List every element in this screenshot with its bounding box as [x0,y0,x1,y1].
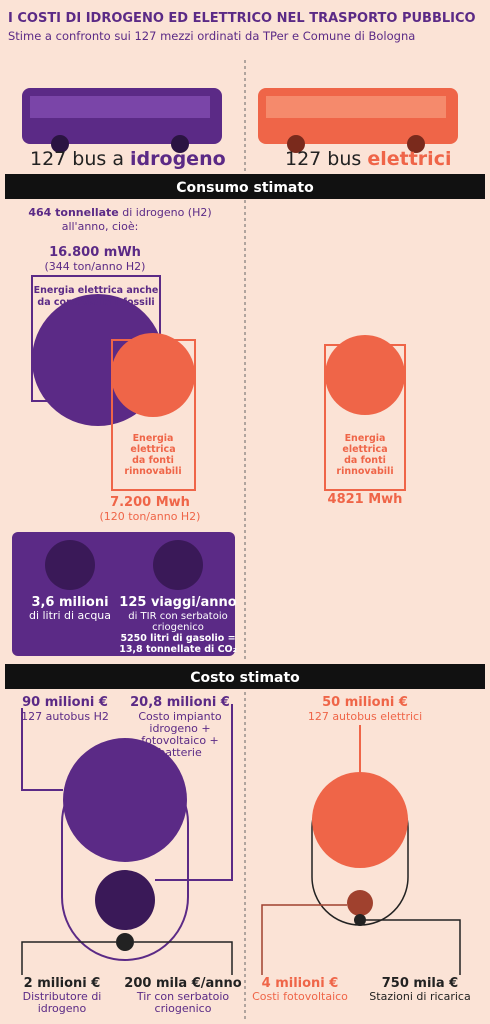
section-title: Costo stimato [190,670,300,686]
total: 464 tonnellate di idrogeno (H2) [28,206,211,219]
label: criogenico [152,622,204,633]
value: 7.200 Mwh [110,495,190,510]
circle [63,738,187,862]
circle [347,890,373,916]
circle [354,914,366,926]
label: Stazioni di ricarica [369,990,470,1003]
bus-label: 127 bus a idrogeno [30,148,226,170]
label: criogenico [155,1002,212,1015]
value: 90 milioni € [22,695,108,710]
connectors [21,941,233,975]
value: 20,8 milioni € [130,695,230,710]
circle [312,772,408,868]
label: da fonti [344,455,386,466]
label: Tir con serbatoio [136,990,230,1003]
icon [45,540,95,590]
value: 4 milioni € [262,976,339,991]
note: (120 ton/anno H2) [100,510,201,523]
label: elettrica [130,444,175,455]
label: elettrica [342,444,387,455]
label: di litri di acqua [29,609,111,622]
note: 13,8 tonnellate di CO₂ [119,644,237,655]
value: 750 mila € [382,976,458,991]
bus-h2 [22,88,222,153]
circle [325,335,405,415]
label: di TIR con serbatoio [128,611,228,622]
bus-label: 127 bus elettrici [285,148,451,170]
label: 127 autobus elettrici [308,710,422,723]
circle [116,933,134,951]
label: da fonti [132,455,174,466]
label: batterie [158,746,202,759]
title: I COSTI DI IDROGENO ED ELETTRICO NEL TRA… [8,11,476,26]
note: (344 ton/anno H2) [45,260,146,273]
section-bar [5,174,485,199]
section-title: Consumo stimato [176,180,314,196]
value: 125 viaggi/anno [119,595,236,610]
value: 3,6 milioni [31,595,108,610]
label: Costo impianto [138,710,222,723]
label: rinnovabili [336,466,393,477]
value: 50 milioni € [322,695,408,710]
label: idrogeno [38,1002,87,1015]
circle [95,870,155,930]
subtitle: Stime a confronto sui 127 mezzi ordinati… [8,29,415,43]
circle [111,333,195,417]
total-note: all'anno, cioè: [62,220,139,233]
icon [153,540,203,590]
connectors [261,904,461,975]
label: Distributore di [23,990,102,1003]
bus-el [258,88,458,153]
label: fotovoltaico + [141,734,219,747]
label: 127 autobus H2 [21,710,109,723]
note: 5250 litri di gasolio = [120,633,235,644]
label: Energia [133,433,174,444]
label: Energia [345,433,386,444]
label: idrogeno + [149,722,210,735]
value: 200 mila €/anno [124,976,241,991]
section-bar [5,664,485,689]
label: Energia elettrica anche [34,285,159,296]
label: da combustibili fossili [37,297,154,308]
label: Costi fotovoltaico [252,990,348,1003]
value: 2 milioni € [24,976,101,991]
value: 16.800 mWh [49,245,141,260]
label: rinnovabili [124,466,181,477]
value: 4821 Mwh [328,492,403,507]
